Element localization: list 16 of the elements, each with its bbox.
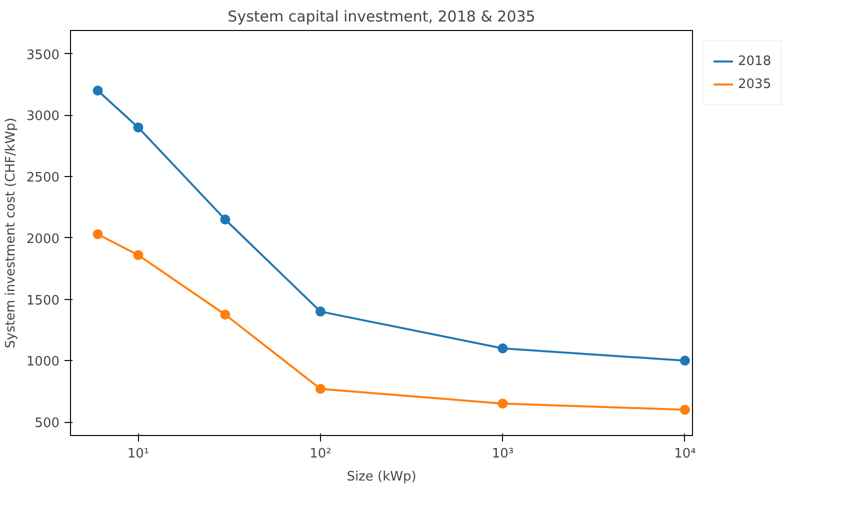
- x-tick-label: 10³: [492, 446, 514, 462]
- y-axis-title: System investment cost (CHF/kWp): [3, 118, 18, 348]
- x-tick-label: 10¹: [127, 446, 150, 462]
- x-tick-label: 10²: [310, 446, 332, 462]
- chart-title: System capital investment, 2018 & 2035: [228, 8, 536, 26]
- y-tick-label: 1000: [26, 354, 60, 370]
- legend-label: 2018: [738, 54, 772, 68]
- y-tick-label: 2000: [26, 232, 60, 247]
- y-tick-label: 2500: [26, 170, 60, 186]
- y-tick-label: 500: [34, 416, 60, 431]
- x-axis-title: Size (kWp): [346, 470, 416, 484]
- y-tick-label: 3500: [26, 48, 60, 63]
- y-tick-label: 3000: [26, 109, 60, 124]
- x-tick-label: 10⁴: [674, 446, 696, 462]
- y-tick-label: 1500: [26, 293, 60, 308]
- legend-label: 2035: [738, 76, 772, 92]
